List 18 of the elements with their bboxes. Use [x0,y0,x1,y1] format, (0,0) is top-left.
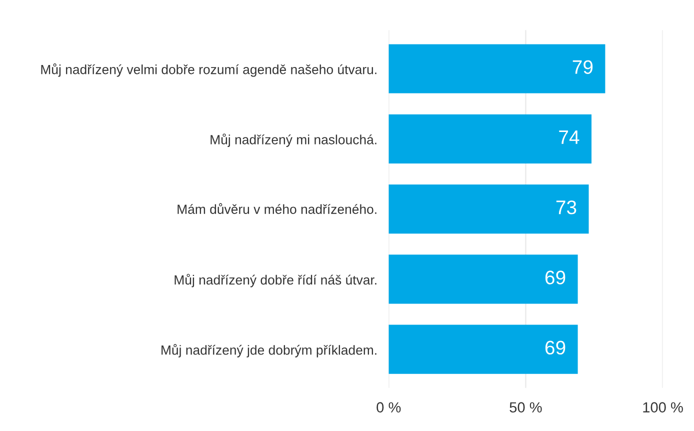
data-label: 74 [559,130,580,144]
y-tick-label: Můj nadřízený velmi dobře rozumí agendě našeho útvaru. [41,63,376,77]
y-tick-label: Můj nadřízený dobře řídí náš útvar. [174,274,376,288]
bar [388,114,592,164]
bar [388,324,578,374]
x-tick-label: 50 % [510,402,542,412]
y-tick-label: Můj nadřízený jde dobrým příkladem. [162,344,376,358]
y-tick-label: Můj nadřízený mi naslouchá. [210,134,376,147]
data-label: 69 [545,270,566,284]
bar [388,44,606,94]
x-tick-label: 0 % [376,402,401,412]
data-label: 69 [545,340,566,355]
bar [388,184,589,234]
y-tick-label: Mám důvěru v mého nadřízeného. [178,203,376,214]
data-label: 79 [572,60,593,74]
x-tick-label: 100 % [643,402,683,412]
bar [388,254,578,304]
data-label: 73 [556,200,576,214]
